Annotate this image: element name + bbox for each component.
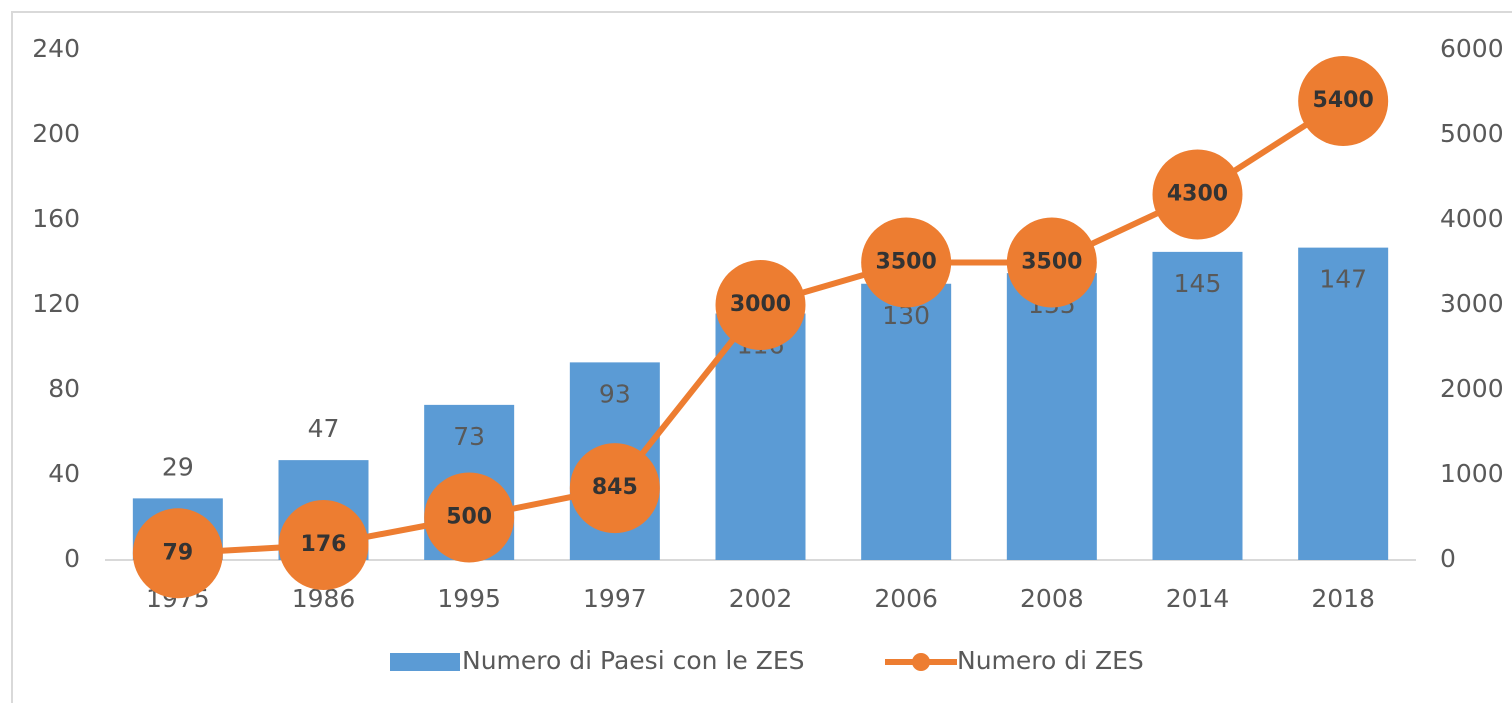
x-tick-label: 1995 (437, 584, 501, 613)
line-value-label: 4300 (1167, 182, 1228, 207)
line-marker (278, 500, 369, 591)
line-marker (1298, 56, 1389, 146)
line-value-label: 3500 (876, 250, 937, 275)
legend-label: Numero di ZES (957, 646, 1144, 675)
bar-value-label: 47 (308, 414, 340, 443)
bar-value-label: 73 (453, 422, 485, 451)
legend-swatch (912, 653, 930, 671)
x-tick-label: 1997 (583, 584, 647, 613)
y2-tick-label: 3000 (1440, 289, 1504, 318)
bar-value-label: 145 (1174, 269, 1222, 298)
y2-tick-label: 1000 (1440, 459, 1504, 488)
line-marker (861, 217, 952, 308)
line-value-label: 3500 (1021, 250, 1082, 275)
bar (1152, 251, 1243, 560)
legend-swatch (390, 653, 460, 671)
bar (1006, 273, 1097, 560)
y2-tick-label: 4000 (1440, 204, 1504, 233)
bar-value-label: 147 (1319, 265, 1367, 294)
y-tick-label: 40 (48, 459, 80, 488)
y-tick-label: 240 (32, 34, 80, 63)
legend-label: Numero di Paesi con le ZES (462, 646, 804, 675)
line-marker (132, 508, 223, 599)
bar (861, 283, 952, 560)
line-value-label: 500 (446, 505, 492, 530)
y-tick-label: 120 (32, 289, 80, 318)
line-marker (1152, 149, 1243, 240)
line-marker (715, 260, 806, 350)
x-tick-label: 2018 (1311, 584, 1375, 613)
line-value-label: 79 (163, 540, 194, 565)
line-value-label: 5400 (1313, 88, 1374, 113)
bar (715, 313, 806, 560)
chart-frame (11, 11, 1512, 703)
x-tick-label: 2014 (1166, 584, 1230, 613)
y-tick-label: 0 (64, 544, 80, 573)
line-value-label: 176 (301, 532, 347, 557)
line-value-label: 845 (592, 475, 638, 500)
y2-tick-label: 2000 (1440, 374, 1504, 403)
x-tick-label: 2006 (874, 584, 938, 613)
bar-value-label: 29 (162, 452, 194, 481)
bar (1298, 247, 1389, 560)
line-marker (1006, 217, 1097, 308)
y2-tick-label: 6000 (1440, 34, 1504, 63)
y-tick-label: 80 (48, 374, 80, 403)
y2-tick-label: 5000 (1440, 119, 1504, 148)
y-tick-label: 200 (32, 119, 80, 148)
x-tick-label: 2002 (729, 584, 793, 613)
y2-tick-label: 0 (1440, 544, 1456, 573)
x-tick-label: 2008 (1020, 584, 1084, 613)
y-tick-label: 160 (32, 204, 80, 233)
bar-value-label: 93 (599, 379, 631, 408)
line-value-label: 3000 (730, 292, 791, 317)
line-marker (569, 443, 660, 534)
line-marker (424, 472, 515, 563)
